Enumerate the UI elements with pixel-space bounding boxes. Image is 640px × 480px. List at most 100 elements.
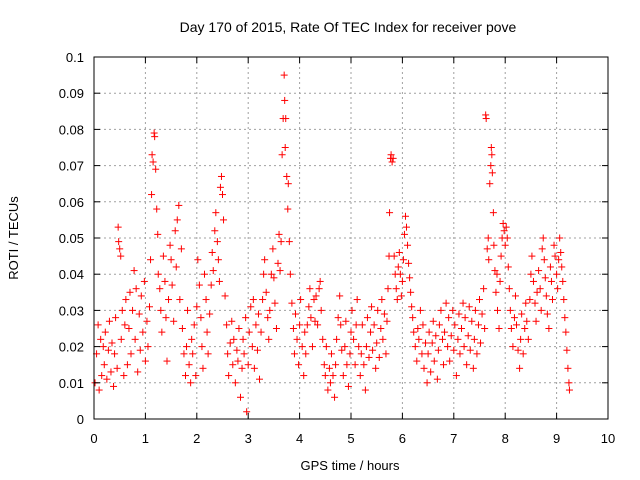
x-tick-label: 1 — [142, 431, 149, 446]
data-point — [554, 285, 562, 293]
data-point — [548, 296, 556, 304]
data-point — [271, 299, 279, 307]
data-point — [368, 303, 376, 311]
data-point — [557, 248, 565, 256]
data-point — [424, 350, 432, 358]
y-tick-label: 0.05 — [59, 231, 84, 246]
data-point — [503, 234, 511, 242]
data-point — [112, 314, 120, 322]
data-point — [288, 299, 296, 307]
data-point — [239, 335, 247, 343]
data-point — [262, 288, 270, 296]
data-point — [156, 285, 164, 293]
y-tick-label: 0.07 — [59, 159, 84, 174]
data-point — [276, 267, 284, 275]
data-point — [321, 372, 329, 380]
data-point — [331, 393, 339, 401]
data-point — [342, 317, 350, 325]
data-point — [151, 133, 159, 141]
data-point — [184, 306, 192, 314]
data-point — [429, 317, 437, 325]
data-point — [105, 317, 113, 325]
data-point — [104, 346, 112, 354]
data-point — [254, 310, 262, 318]
data-point — [225, 372, 233, 380]
data-point — [153, 205, 161, 213]
data-point — [228, 317, 236, 325]
data-point — [504, 263, 512, 271]
data-point — [538, 245, 546, 253]
data-point — [305, 303, 313, 311]
y-tick-label: 0.06 — [59, 195, 84, 210]
data-point — [144, 343, 152, 351]
x-tick-label: 9 — [553, 431, 560, 446]
data-point — [523, 317, 531, 325]
data-point — [370, 321, 378, 329]
data-point — [428, 339, 436, 347]
data-point — [206, 310, 214, 318]
y-tick-label: 0.04 — [59, 267, 84, 282]
data-point — [404, 241, 412, 249]
data-point — [563, 346, 571, 354]
data-point — [121, 321, 129, 329]
data-point — [172, 263, 180, 271]
data-point — [559, 277, 567, 285]
data-point — [236, 393, 244, 401]
data-point — [220, 216, 228, 224]
data-point — [163, 357, 171, 365]
data-point — [297, 296, 305, 304]
data-point — [284, 180, 292, 188]
data-point — [120, 372, 128, 380]
data-point — [528, 252, 536, 260]
data-point — [285, 238, 293, 246]
data-point — [397, 292, 405, 300]
data-point — [94, 321, 102, 329]
data-point — [471, 306, 479, 314]
data-point — [558, 263, 566, 271]
data-point — [240, 350, 248, 358]
x-tick-label: 4 — [296, 431, 303, 446]
x-tick-label: 2 — [193, 431, 200, 446]
data-point — [474, 321, 482, 329]
data-point — [451, 321, 459, 329]
data-point — [322, 343, 330, 351]
data-point — [468, 317, 476, 325]
data-point — [230, 335, 238, 343]
data-point — [216, 183, 224, 191]
data-point — [302, 350, 310, 358]
data-point — [266, 306, 274, 314]
data-point — [244, 361, 252, 369]
data-point — [209, 267, 217, 275]
data-point — [140, 277, 148, 285]
data-point — [556, 234, 564, 242]
data-point — [373, 339, 381, 347]
data-point — [298, 343, 306, 351]
data-point — [389, 154, 397, 162]
data-point — [272, 325, 280, 332]
data-point — [456, 350, 464, 358]
data-point — [320, 361, 328, 369]
data-point — [382, 350, 390, 358]
data-point — [291, 310, 299, 318]
data-point — [357, 350, 365, 358]
data-point — [269, 245, 277, 253]
data-point — [136, 346, 144, 354]
data-point — [111, 350, 119, 358]
data-point — [270, 274, 278, 282]
data-point — [450, 346, 458, 354]
data-point — [360, 361, 368, 369]
data-point — [180, 350, 188, 358]
data-point — [491, 267, 499, 275]
data-point — [547, 277, 555, 285]
data-point — [352, 321, 360, 329]
data-point — [476, 296, 483, 304]
data-point — [455, 310, 463, 318]
data-point — [127, 350, 135, 358]
data-point — [452, 372, 460, 380]
data-point — [337, 321, 345, 329]
data-point — [264, 314, 272, 322]
data-point — [480, 285, 488, 293]
data-point — [99, 343, 107, 351]
data-point — [445, 314, 453, 322]
